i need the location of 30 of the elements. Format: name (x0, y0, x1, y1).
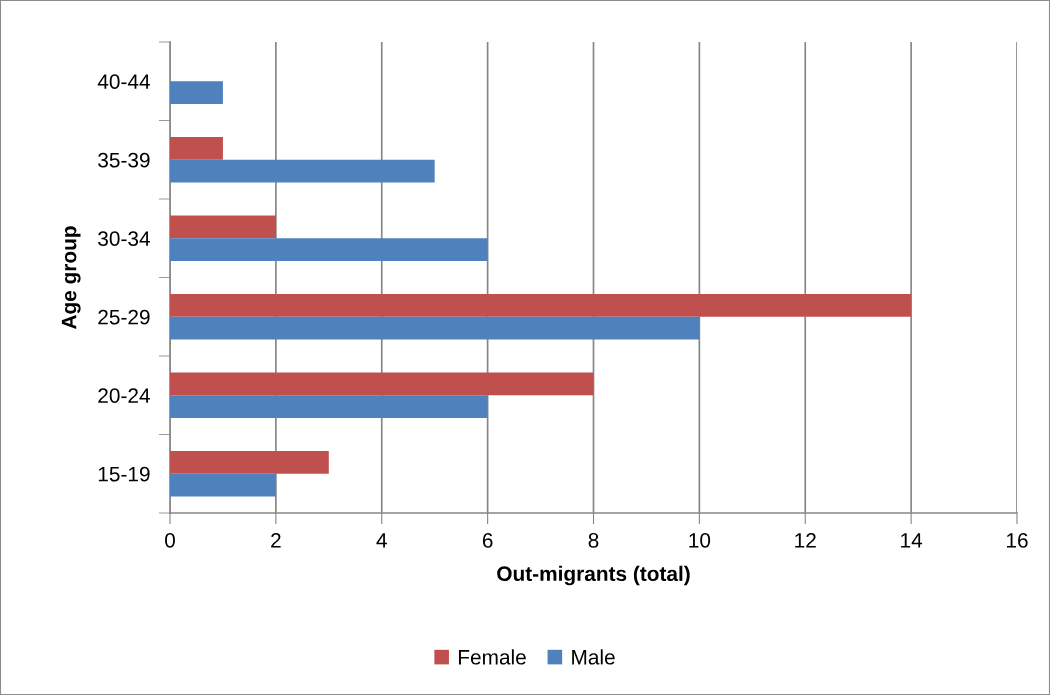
x-tick-label: 6 (482, 532, 493, 548)
x-tick-label: 16 (1007, 532, 1028, 548)
bar (170, 372, 594, 396)
bar (170, 215, 276, 239)
y-tick-label: 30-34 (98, 231, 150, 246)
x-tick-label: 8 (588, 532, 599, 548)
y-axis-title: Age group (61, 226, 81, 330)
y-tick-label: 35-39 (98, 152, 150, 168)
y-tick-label: 40-44 (97, 74, 150, 89)
bar (170, 136, 223, 160)
bar (170, 81, 223, 105)
x-tick-label: 2 (271, 532, 281, 548)
x-tick-label: 14 (901, 533, 923, 548)
bar (170, 450, 329, 474)
bar (170, 473, 276, 497)
x-tick-label: 12 (795, 532, 816, 548)
y-tick-label: 15-19 (98, 466, 150, 482)
x-tick-label: 0 (165, 532, 175, 548)
x-axis-title: Out-migrants (total) (497, 565, 690, 586)
y-tick-label: 20-24 (98, 388, 150, 403)
bar (170, 293, 912, 317)
y-tick-label: 25-29 (98, 309, 150, 325)
x-tick-label: 10 (689, 532, 711, 548)
x-tick-label: 4 (376, 533, 387, 548)
legend-label: Male (572, 649, 615, 665)
legend-label: Female (458, 649, 526, 665)
bar (170, 159, 435, 183)
bar (170, 395, 488, 419)
bar (170, 238, 488, 262)
bar (170, 316, 700, 340)
